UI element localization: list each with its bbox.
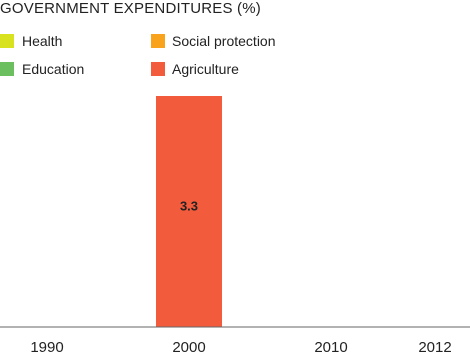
legend-swatch-social-protection (151, 34, 165, 48)
bars-group (156, 96, 222, 327)
legend-swatch-agriculture (151, 62, 165, 76)
legend-label-education: Education (22, 61, 84, 77)
x-axis-ticks: 1990 2000 2010 2012 (30, 339, 451, 356)
legend-label-health: Health (22, 33, 62, 49)
data-label-2000: 3.3 (180, 199, 198, 214)
chart-title: GOVERNMENT EXPENDITURES (%) (0, 0, 261, 17)
legend-label-social-protection: Social protection (172, 33, 276, 49)
x-tick-label-2012: 2012 (418, 339, 451, 356)
x-tick-label-1990: 1990 (30, 339, 63, 356)
bar-agriculture-2000 (156, 96, 222, 327)
legend-swatch-health (0, 34, 14, 48)
x-tick-label-2010: 2010 (314, 339, 347, 356)
legend-swatch-education (0, 62, 14, 76)
data-labels-group: 3.3 (180, 199, 198, 214)
legend-label-agriculture: Agriculture (172, 61, 239, 77)
legend: Health Education Social protection Agric… (0, 33, 276, 77)
x-tick-label-2000: 2000 (172, 339, 205, 356)
